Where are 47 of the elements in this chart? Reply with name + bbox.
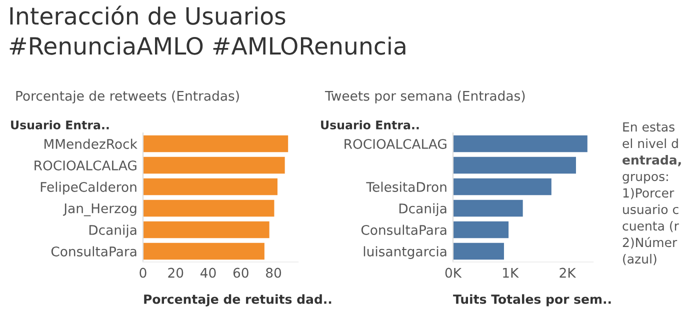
- bar: [143, 178, 278, 196]
- y-tick-label: ROCIOALCALAG: [344, 138, 446, 149]
- y-tick-label: ROCIOALCALAG: [34, 160, 136, 170]
- x-tick-label: 80: [266, 268, 282, 278]
- y-tick-label: Jan_Herzog: [62, 203, 136, 216]
- x-tick-label: 1K: [503, 268, 519, 278]
- y-axis-title: Usuario Entra..: [321, 120, 419, 130]
- bar: [453, 178, 552, 196]
- text: usuario c: [623, 204, 678, 214]
- chart-subtitle: Porcentaje de retweets (Entradas): [16, 90, 239, 104]
- bar: [453, 156, 576, 174]
- y-tick-label: ConsultaPara: [51, 246, 136, 256]
- text: cuenta (r: [622, 220, 679, 232]
- text: 1)Porcer: [623, 188, 674, 200]
- x-axis-title: Tuits Totales por sem..: [453, 294, 611, 306]
- x-tick-label: 0: [140, 268, 146, 278]
- y-tick-label: ConsultaPara: [361, 224, 446, 235]
- text: 2)Númer: [622, 236, 678, 249]
- x-tick-label: 40: [200, 268, 216, 278]
- bar: [143, 156, 285, 174]
- bar: [143, 221, 270, 238]
- bar: [453, 221, 509, 238]
- chart-subtitle: Tweets por semana (Entradas): [324, 90, 525, 104]
- x-tick-label: 60: [233, 268, 248, 278]
- x-tick-label: 0K: [445, 268, 462, 278]
- bar: [453, 242, 504, 260]
- x-tick-label: 20: [168, 268, 184, 278]
- bar: [453, 200, 523, 217]
- y-tick-label: luisantgarcia: [364, 246, 446, 260]
- text: el nivel d: [622, 138, 678, 148]
- y-tick-label: FelipeCalderon: [40, 182, 136, 195]
- y-axis-title: Usuario Entra..: [11, 120, 109, 130]
- bar: [453, 135, 588, 152]
- x-tick-label: 2K: [560, 268, 576, 278]
- text: (azul): [623, 254, 656, 266]
- text: grupos:: [622, 174, 668, 184]
- y-tick-label: MMendezRock: [44, 138, 138, 149]
- y-tick-label: Dcanija: [89, 224, 136, 238]
- x-axis-title: Porcentaje de retuits dad..: [144, 294, 332, 306]
- bar: [143, 135, 288, 152]
- chart-title: Interacción de Usuarios #RenunciaAMLO #AMLORenuncia: [10, 6, 406, 55]
- text: entrada,: [622, 154, 681, 166]
- y-tick-label: TelesitaDron: [366, 182, 446, 192]
- y-tick-label: Dcanija: [399, 203, 446, 216]
- bar: [143, 200, 274, 217]
- text: En estas: [623, 122, 674, 132]
- bar: [143, 242, 264, 260]
